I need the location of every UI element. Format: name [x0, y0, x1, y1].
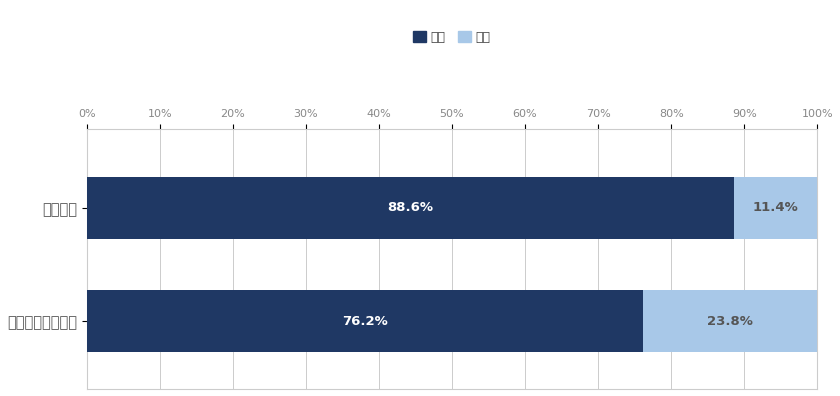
Legend: 在籍, 退職: 在籍, 退職: [408, 26, 496, 49]
Bar: [643, 290, 817, 352]
Bar: [734, 177, 817, 239]
Text: 11.4%: 11.4%: [753, 202, 799, 215]
Text: 76.2%: 76.2%: [342, 315, 388, 327]
Bar: [87, 177, 734, 239]
Text: 88.6%: 88.6%: [387, 202, 433, 215]
Text: 23.8%: 23.8%: [707, 315, 753, 327]
Bar: [87, 290, 643, 352]
